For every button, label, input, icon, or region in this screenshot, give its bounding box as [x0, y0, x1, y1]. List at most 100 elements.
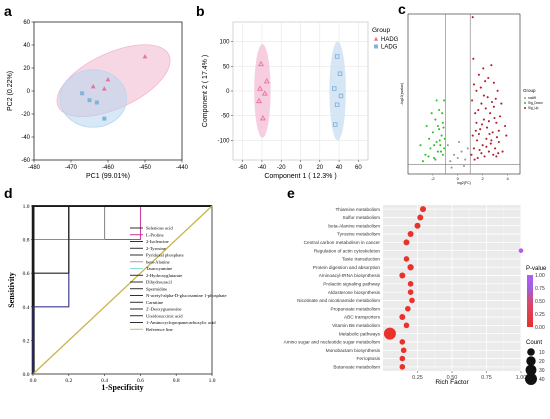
data-point-sig-up [491, 131, 494, 134]
data-point-sig-down [429, 147, 432, 150]
data-point-sig-down [438, 108, 441, 112]
data-point-sig-up [476, 156, 479, 160]
y-tick-label: 100 [219, 40, 230, 46]
data-point-sig-down [433, 144, 436, 147]
enrichment-point [400, 347, 407, 354]
legend-entry: L-Proline [146, 232, 164, 237]
legend-entry: Taurocyamine [146, 266, 172, 271]
legend-entry: 2-Hydroxyglutarate [146, 273, 182, 278]
pathway-label: Aminoacyl-tRNA biosynthesis [319, 273, 381, 278]
panel-a-x-ticks: -480 -470 -460 -450 -440 [28, 160, 189, 171]
y-tick-label: 60 [23, 20, 30, 26]
data-point-ladg [337, 71, 343, 76]
enrichment-point [399, 364, 406, 370]
data-point-sig-up [484, 107, 487, 110]
pvalue-tick-label: 0.25 [535, 312, 545, 318]
panel-b-x-ticks: -60 -40 -20 0 20 40 60 [238, 160, 362, 171]
panel-c-x-axis-label: log2(FC) [457, 181, 471, 185]
panel-b-plsda-plot: -60 -40 -20 0 20 40 60 -100 -50 0 50 100 Component… [202, 21, 399, 180]
panel-e-points [383, 206, 524, 370]
data-point-sig-down [427, 155, 430, 158]
data-point-sig-down [425, 124, 428, 128]
x-tick-label: 60 [355, 165, 362, 171]
x-tick-label: -2 [431, 176, 435, 181]
legend-entry: 2-Isoleucine [146, 239, 169, 244]
data-point-sig-down [443, 99, 446, 102]
enrichment-point [403, 256, 410, 262]
panel-e-pathway-labels: Thiamine metabolism Sulfur metabolism beta… [284, 207, 381, 370]
x-tick-label: 0.25 [412, 375, 423, 381]
count-legend-label: 40 [539, 377, 545, 383]
data-point-sig-up [474, 112, 477, 115]
data-point-sig-down [438, 139, 441, 142]
data-point-sig-up [492, 105, 495, 108]
data-point-sig-down [442, 126, 445, 129]
enrichment-point [399, 339, 406, 345]
enrichment-point [420, 206, 427, 213]
data-point-hadg [142, 54, 148, 59]
data-point-sig-up [482, 67, 485, 70]
data-point-sig-up [482, 94, 485, 97]
data-point-sig-up [501, 150, 504, 153]
data-point-ladg [334, 102, 340, 108]
data-point-sig-up [472, 147, 476, 150]
data-point-sig-up [486, 96, 489, 99]
data-point-hadg [90, 84, 96, 89]
data-point-nodiff [450, 166, 453, 169]
data-point-sig-up [499, 115, 502, 118]
data-point-sig-up [481, 144, 484, 147]
data-point-sig-up [474, 129, 477, 132]
panel-d-y-axis-label: Sensitivity [7, 272, 16, 308]
pathway-label: ABC transporters [344, 315, 381, 320]
data-point-sig-up [472, 83, 476, 86]
data-point-sig-up [478, 148, 481, 152]
data-point-sig-up [495, 136, 499, 139]
panel-e-count-legend: Count 10 20 30 40 [525, 340, 545, 385]
data-point-sig-up [504, 124, 507, 128]
panel-c-legend-dot-icon [524, 107, 526, 109]
y-tick-label: 0.6 [23, 271, 30, 277]
panel-e-kegg-enrichment: Thiamine metabolism Sulfur metabolism beta… [284, 205, 547, 386]
data-point-sig-up [475, 89, 478, 92]
data-point-sig-up [485, 126, 489, 129]
panel-e-count-legend-title: Count [526, 340, 542, 346]
pathway-label: Thiamine metabolism [335, 207, 380, 212]
data-point-ladg [80, 91, 85, 96]
data-point-sig-down [421, 160, 424, 163]
roc-curve-13 [33, 206, 212, 374]
data-point-sig-up [482, 118, 485, 121]
data-point-sig-down [443, 147, 446, 150]
pathway-label: Taste transduction [342, 257, 380, 262]
data-point-sig-up [490, 139, 493, 142]
panel-e-pvalue-legend: P-value 1.00 0.75 0.50 0.25 0.00 [526, 266, 547, 331]
data-point-ladg [332, 86, 337, 91]
data-point-sig-up [489, 112, 492, 115]
panel-e-pvalue-colorbar [527, 275, 533, 327]
panel-b-ellipses [254, 41, 346, 141]
panel-d-x-ticks: 0.0 0.2 0.4 0.6 0.8 1.0 [30, 374, 216, 384]
data-point-hadg [259, 114, 266, 121]
data-point-sig-up [475, 121, 478, 124]
data-point-hadg [257, 85, 263, 91]
pvalue-tick-label: 0.50 [535, 299, 545, 305]
data-point-sig-up [471, 134, 474, 137]
y-tick-label: -50 [221, 114, 230, 120]
panel-b-legend-entry-hadg: HADG [381, 37, 399, 43]
data-point-sig-down [436, 150, 439, 153]
data-point-sig-down [439, 150, 443, 153]
panel-a-x-axis-label: PC1 (99.01%) [86, 173, 130, 180]
enrichment-point [407, 281, 414, 287]
panel-c-legend-entry-sig-up: Sig_Up [528, 106, 539, 110]
x-tick-label: -440 [176, 165, 189, 171]
pvalue-tick-label: 1.00 [535, 273, 545, 279]
pathway-label: Aldosterone biosynthesis [328, 290, 381, 295]
x-tick-label: 4 [506, 176, 509, 181]
legend-entry: beta-Alanine [146, 259, 170, 264]
data-point-sig-up [480, 123, 484, 126]
data-point-sig-down [441, 121, 444, 124]
data-point-sig-up [487, 76, 490, 80]
x-tick-label: 1.00 [516, 375, 527, 381]
pathway-label: Nicotinate and nicotinamide metabolism [297, 298, 380, 303]
panel-letter-a: a [4, 3, 12, 19]
data-point-sig-up [471, 99, 474, 102]
